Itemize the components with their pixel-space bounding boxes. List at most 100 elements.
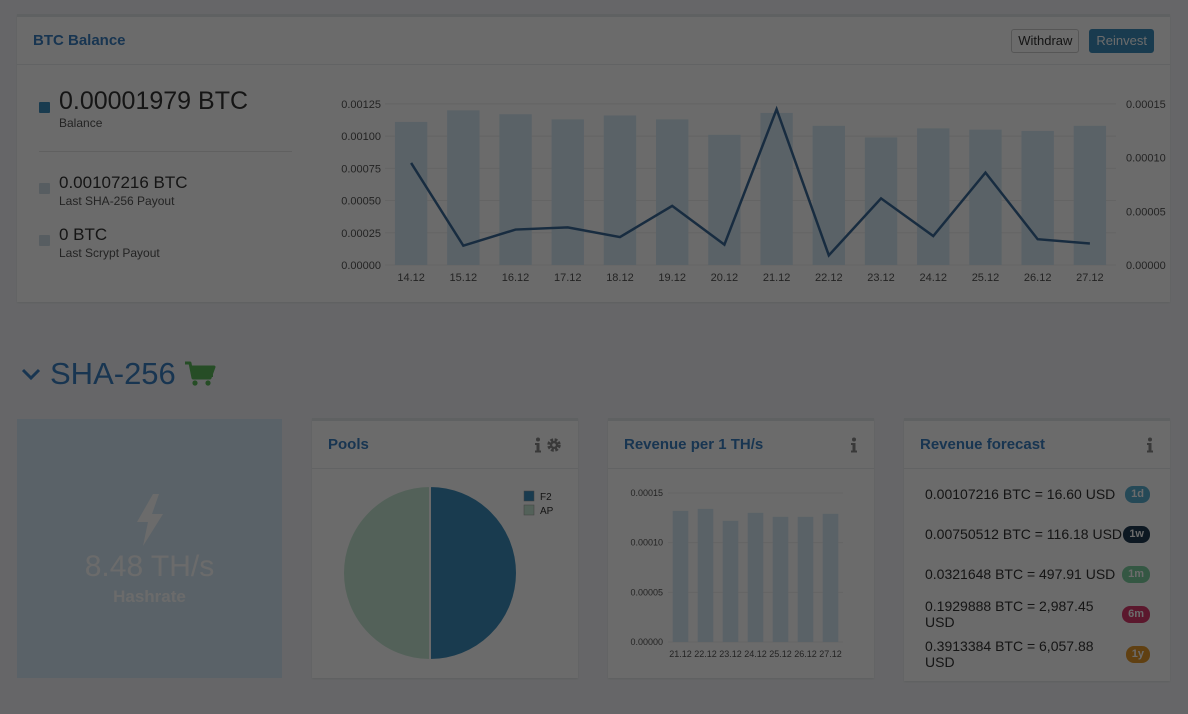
x-tick-label: 25.12: [769, 649, 792, 659]
y2-tick-label: 0.00010: [1126, 153, 1166, 165]
revenue-chart: 0.00000 0.00005 0.00010 0.00015 21.12 22.12 23…: [630, 488, 843, 659]
pools-pie-chart: F2 AP: [342, 484, 554, 662]
panel-header: Revenue forecast: [904, 421, 1170, 469]
sha-payout-item: 0.00107216 BTC Last SHA-256 Payout: [39, 174, 188, 208]
forecast-title: Revenue forecast: [920, 436, 1046, 453]
legend-label: AP: [540, 506, 554, 517]
bar: [603, 115, 637, 265]
y-tick-label: 0.00015: [630, 488, 663, 498]
x-tick-label: 26.12: [1024, 272, 1052, 284]
sha-payout-value: 0.00107216 BTC: [59, 173, 188, 192]
sha-legend-square: [39, 183, 50, 194]
scrypt-payout-label: Last Scrypt Payout: [59, 246, 160, 260]
x-tick-label: 23.12: [719, 649, 742, 659]
legend-swatch: [523, 504, 535, 516]
bar: [747, 512, 764, 642]
hashrate-label: Hashrate: [113, 587, 186, 606]
y-tick-label: 0.00010: [630, 538, 663, 548]
sha-payout-label: Last SHA-256 Payout: [59, 194, 175, 208]
info-icon[interactable]: [1146, 437, 1154, 453]
pools-panel: Pools F2 AP: [312, 418, 578, 678]
forecast-row: 0.1929888 BTC = 2,987.45 USD 6m: [925, 598, 1150, 630]
hashrate-box: 8.48 TH/s Hashrate: [17, 419, 282, 678]
forecast-text: 0.0321648 BTC = 497.91 USD: [925, 566, 1116, 582]
y-tick-label: 0.00000: [630, 637, 663, 647]
forecast-row: 0.00107216 BTC = 16.60 USD 1d: [925, 484, 1150, 504]
forecast-text: 0.3913384 BTC = 6,057.88 USD: [925, 638, 1094, 670]
section-header[interactable]: SHA-256: [20, 356, 216, 392]
forecast-row: 0.0321648 BTC = 497.91 USD 1m: [925, 564, 1150, 584]
balance-legend-square: [39, 102, 50, 113]
revenue-panel: Revenue per 1 TH/s 0.00000 0.00005 0.00010…: [608, 418, 874, 678]
x-tick-label: 15.12: [450, 272, 478, 284]
reinvest-button[interactable]: Reinvest: [1089, 28, 1154, 53]
panel-header: BTC Balance Withdraw Reinvest: [17, 17, 1170, 65]
y2-tick-label: 0.00005: [1126, 206, 1166, 218]
x-tick-label: 23.12: [867, 272, 895, 284]
period-badge: 1y: [1125, 645, 1150, 663]
scrypt-legend-square: [39, 235, 50, 246]
section-title: SHA-256: [50, 356, 176, 391]
x-tick-label: 27.12: [819, 649, 842, 659]
forecast-row: 0.00750512 BTC = 116.18 USD 1w: [925, 524, 1150, 544]
x-tick-label: 25.12: [972, 272, 1000, 284]
forecast-text: 0.00750512 BTC = 116.18 USD: [925, 526, 1123, 542]
x-tick-label: 19.12: [658, 272, 686, 284]
balance-label: Balance: [59, 116, 103, 130]
cart-icon[interactable]: [184, 360, 216, 388]
panel-header: Revenue per 1 TH/s: [608, 421, 874, 469]
x-tick-label: 16.12: [502, 272, 530, 284]
x-tick-label: 20.12: [711, 272, 739, 284]
bar: [1073, 125, 1107, 265]
pools-title: Pools: [328, 436, 369, 453]
y-tick-label: 0.00025: [341, 228, 381, 240]
btc-balance-panel: BTC Balance Withdraw Reinvest 0.00001979…: [17, 14, 1170, 302]
bar: [394, 121, 428, 265]
forecast-row: 0.3913384 BTC = 6,057.88 USD 1y: [925, 638, 1150, 670]
forecast-text: 0.00107216 BTC = 16.60 USD: [925, 486, 1116, 502]
x-tick-label: 26.12: [794, 649, 817, 659]
y-tick-label: 0.00000: [341, 260, 381, 272]
x-tick-label: 17.12: [554, 272, 582, 284]
gear-icon[interactable]: [546, 437, 562, 453]
bar: [864, 137, 898, 265]
divider: [39, 151, 292, 152]
bar: [772, 516, 789, 642]
bar: [969, 129, 1002, 265]
y-tick-label: 0.00100: [341, 131, 381, 143]
bar: [655, 119, 689, 265]
y-tick-label: 0.00125: [341, 99, 381, 111]
x-tick-label: 21.12: [669, 649, 692, 659]
balance-chart: 0.00000 0.00025 0.00050 0.00075 0.00100 0.001…: [341, 99, 1166, 284]
chevron-down-icon[interactable]: [20, 363, 42, 385]
y2-tick-label: 0.00015: [1126, 99, 1166, 111]
forecast-text: 0.1929888 BTC = 2,987.45 USD: [925, 598, 1094, 630]
pie-slice: [429, 484, 518, 662]
bar: [499, 114, 532, 265]
x-tick-label: 14.12: [397, 272, 425, 284]
forecast-panel: Revenue forecast 0.00107216 BTC = 16.60 …: [904, 418, 1170, 681]
y-tick-label: 0.00050: [341, 196, 381, 208]
period-badge: 1d: [1125, 485, 1150, 503]
pie-slice: [342, 484, 431, 662]
period-badge: 6m: [1122, 605, 1150, 623]
withdraw-button[interactable]: Withdraw: [1011, 28, 1080, 53]
bar: [1021, 130, 1054, 265]
scrypt-payout-item: 0 BTC Last Scrypt Payout: [39, 226, 160, 260]
period-badge: 1m: [1122, 565, 1150, 583]
y-tick-label: 0.00075: [341, 163, 381, 175]
info-icon[interactable]: [850, 437, 858, 453]
x-tick-label: 24.12: [744, 649, 767, 659]
balance-item: 0.00001979 BTC Balance: [39, 88, 248, 130]
x-tick-label: 18.12: [606, 272, 634, 284]
panel-title: BTC Balance: [33, 32, 126, 49]
bar: [797, 516, 814, 642]
bar: [822, 513, 839, 642]
legend-swatch: [523, 490, 535, 502]
info-icon[interactable]: [534, 437, 542, 453]
panel-header: Pools: [312, 421, 578, 469]
x-tick-label: 24.12: [919, 272, 947, 284]
x-tick-label: 21.12: [763, 272, 791, 284]
hashrate-value: 8.48 TH/s: [84, 550, 215, 583]
x-tick-label: 27.12: [1076, 272, 1104, 284]
